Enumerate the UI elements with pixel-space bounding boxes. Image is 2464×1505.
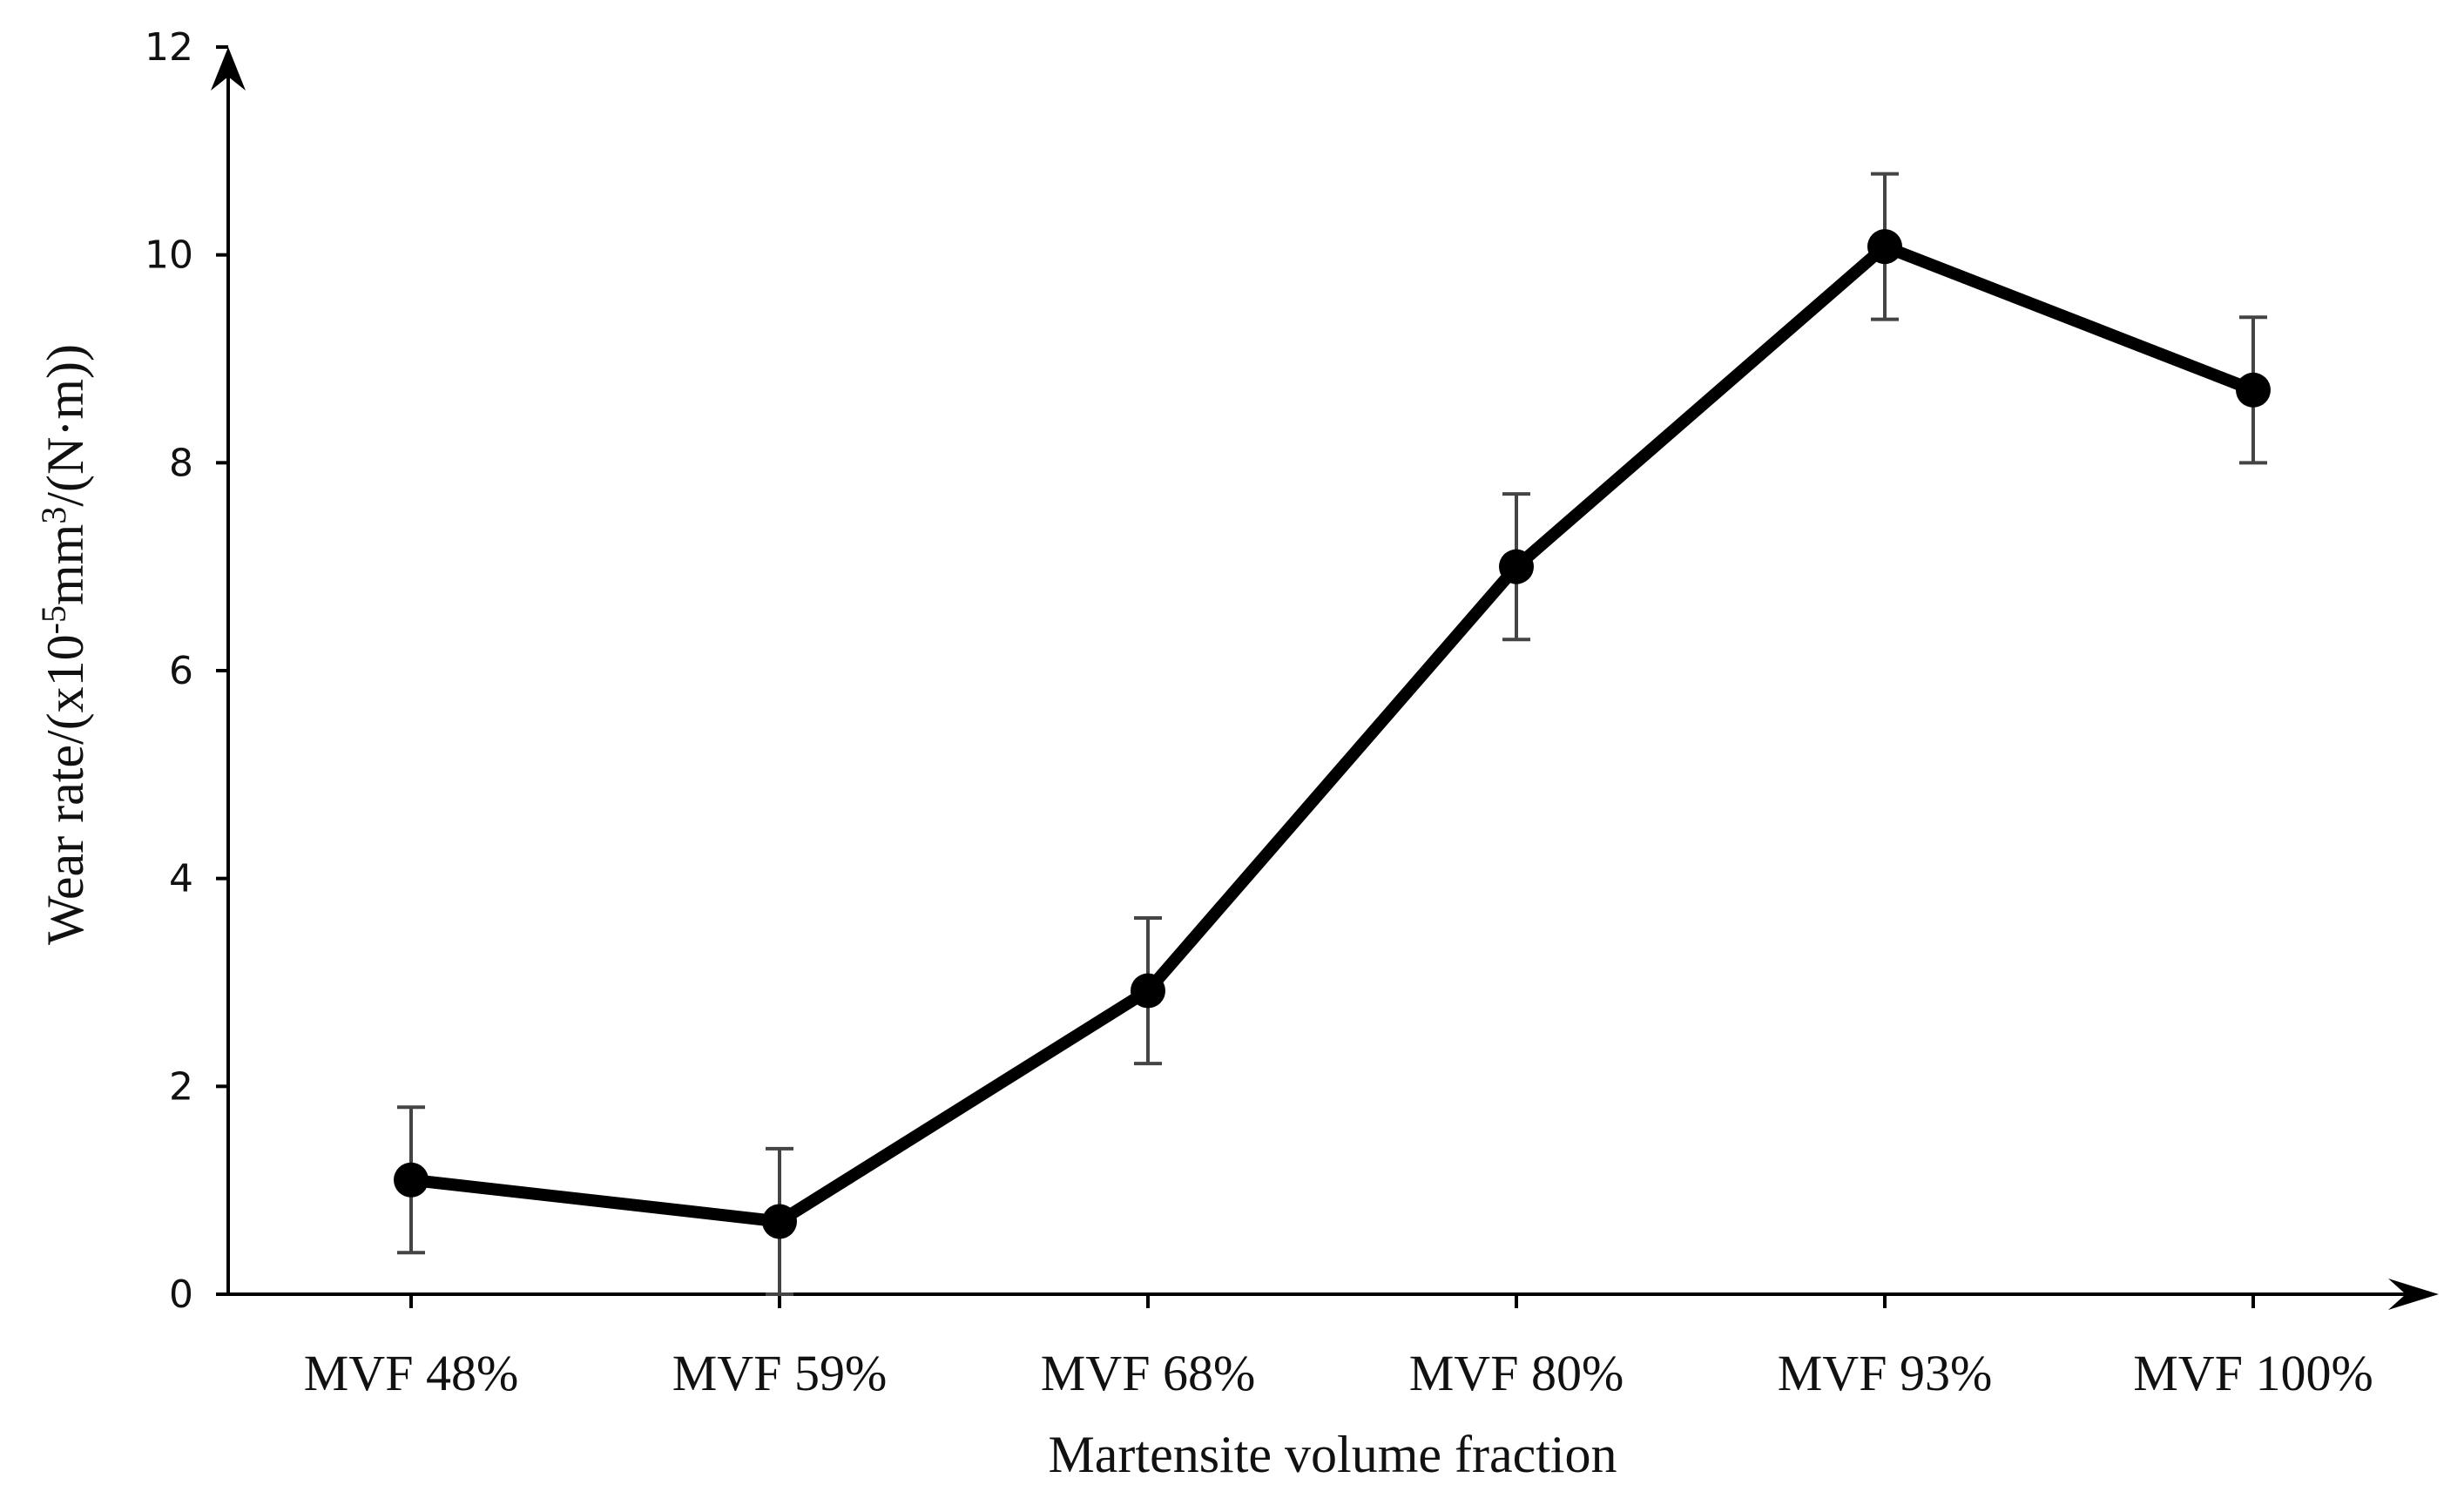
axes [211,47,2439,1310]
y-axis-title-exp2: 3 [34,507,73,524]
y-tick-label: 12 [145,25,193,70]
x-axis-title: Martensite volume fraction [1048,1426,1617,1483]
data-points [394,229,2271,1239]
y-axis-title-prefix: Wear rate/(x10 [37,634,94,945]
data-point [1867,229,1902,265]
x-category-label: MVF 93% [1778,1345,1993,1401]
y-tick-label: 2 [169,1064,193,1109]
y-tick-label: 4 [169,857,193,901]
x-category-label: MVF 48% [304,1345,519,1401]
y-tick-label: 10 [145,233,193,278]
data-point [1131,973,1165,1009]
error-bars [397,172,2267,1296]
y-axis-title-exp1: -5 [34,605,73,634]
x-axis-arrow [2388,1279,2439,1310]
data-point [1499,549,1534,584]
data-point [2236,372,2271,408]
y-tick-label: 0 [169,1272,193,1317]
x-category-label: MVF 68% [1041,1345,1256,1401]
y-axis-title-mid: mm [37,524,94,605]
data-point [394,1162,429,1198]
x-ticks: MVF 48% MVF 59% MVF 68% MVF 80% MVF 93% MVF 1… [304,1294,2373,1401]
x-category-label: MVF 100% [2133,1345,2373,1401]
data-point [762,1204,797,1239]
y-ticks: 0 2 4 6 8 10 12 [145,25,228,1317]
x-category-label: MVF 59% [672,1345,888,1401]
y-tick-label: 6 [169,649,193,693]
y-axis-title: Wear rate/(x10-5mm3/(N·m)) [34,344,94,945]
x-category-label: MVF 80% [1409,1345,1624,1401]
y-axis-arrow [211,47,246,91]
y-axis-title-suffix: /(N·m)) [37,344,94,507]
y-tick-label: 8 [169,441,193,485]
series-line [410,240,2256,1228]
